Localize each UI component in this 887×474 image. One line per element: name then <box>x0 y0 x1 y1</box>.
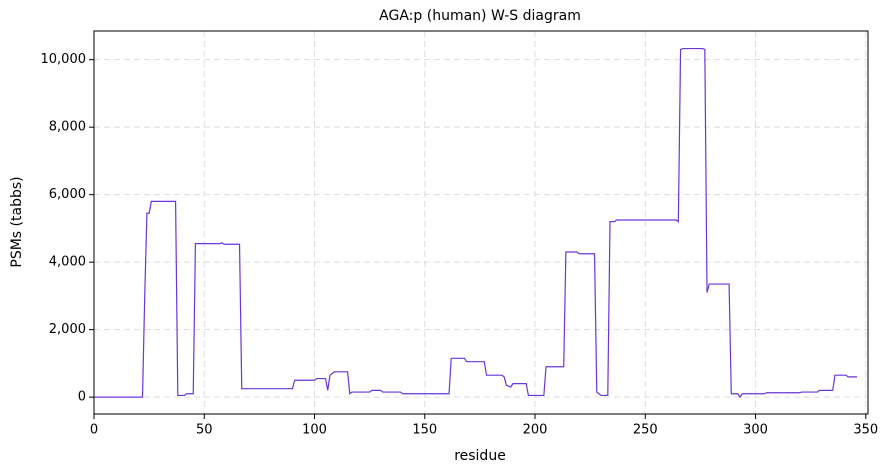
x-tick-label: 0 <box>90 423 98 438</box>
x-tick-label: 50 <box>196 423 213 438</box>
y-tick-label: 8,000 <box>49 120 86 135</box>
y-tick-label: 0 <box>78 390 86 405</box>
y-tick-label: 2,000 <box>49 322 86 337</box>
x-tick-label: 150 <box>412 423 437 438</box>
y-axis-label: PSMs (tabbs) <box>9 176 25 267</box>
chart-title: AGA:p (human) W-S diagram <box>379 8 581 24</box>
x-tick-label: 350 <box>853 423 878 438</box>
x-tick-label: 100 <box>302 423 327 438</box>
x-tick-label: 300 <box>743 423 768 438</box>
y-tick-label: 4,000 <box>49 255 86 270</box>
y-tick-label: 10,000 <box>41 52 87 67</box>
plot-frame <box>93 30 869 415</box>
data-line <box>94 47 857 399</box>
x-tick-label: 200 <box>523 423 548 438</box>
x-tick-label: 250 <box>633 423 658 438</box>
x-axis-label: residue <box>454 448 506 464</box>
y-tick-label: 6,000 <box>49 187 86 202</box>
